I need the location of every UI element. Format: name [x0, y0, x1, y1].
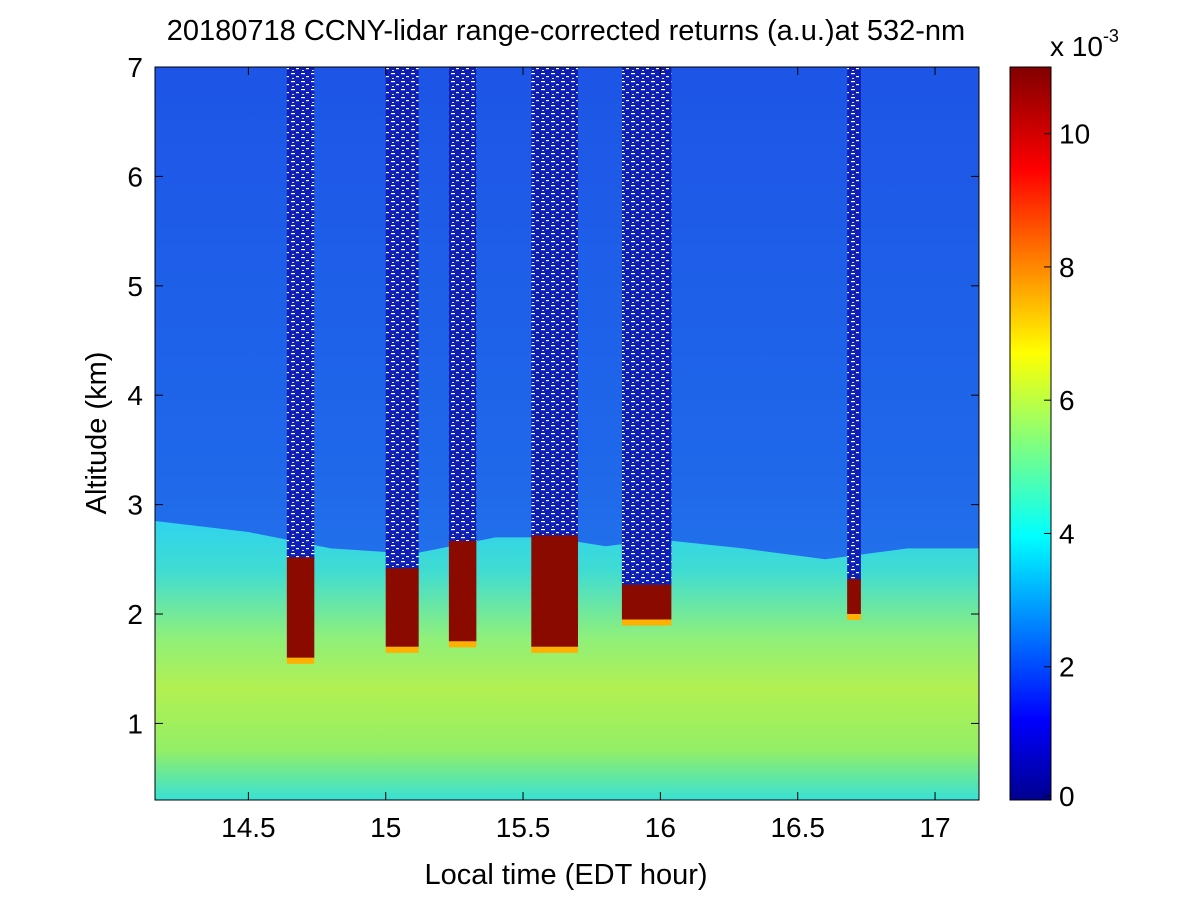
plot-frame — [154, 66, 980, 801]
cloud-layer — [286, 557, 315, 658]
x-tick-label: 14.5 — [221, 812, 276, 843]
y-tick-label: 7 — [127, 52, 143, 83]
cloud-base-edge — [385, 646, 419, 653]
x-axis-label: Local time (EDT hour) — [424, 859, 707, 891]
cloud-layer — [448, 540, 477, 642]
x-tick-label: 17 — [919, 812, 950, 843]
y-tick-label: 6 — [127, 161, 143, 192]
x-tick-label: 15.5 — [496, 812, 551, 843]
cloud-base-edge — [448, 641, 477, 648]
colorbar-multiplier-exponent: -3 — [1103, 26, 1119, 46]
cloud-attenuation-column — [286, 67, 315, 560]
cloud-columns — [286, 67, 861, 664]
y-tick-label: 2 — [127, 599, 143, 630]
cloud-base-edge — [531, 646, 578, 653]
colorbar-ticks: 0 2 4 6 8 10 — [1044, 119, 1090, 812]
colorbar-tick-label: 6 — [1059, 385, 1075, 416]
lidar-heatmap — [155, 67, 979, 800]
y-tick-label: 5 — [127, 271, 143, 302]
y-tick-label: 4 — [127, 380, 143, 411]
y-tick-label: 3 — [127, 490, 143, 521]
cloud-attenuation-column — [448, 67, 477, 543]
colorbar-tick-label: 4 — [1059, 518, 1075, 549]
cloud-attenuation-column — [385, 67, 419, 571]
colorbar-tick-label: 0 — [1059, 781, 1075, 812]
x-tick-label: 16 — [645, 812, 676, 843]
y-axis-label: Altitude (km) — [81, 352, 113, 515]
cloud-layer — [621, 584, 672, 620]
chart-title: 20180718 CCNY-lidar range-corrected retu… — [167, 15, 965, 47]
x-tick-label: 15 — [370, 812, 401, 843]
boundary-layer-region — [155, 521, 979, 800]
y-tick-label: 1 — [127, 708, 143, 739]
colorbar: 0 2 4 6 8 10 x 10-3 — [1009, 26, 1119, 812]
cloud-layer — [531, 535, 578, 647]
colorbar-multiplier: x 10-3 — [1050, 26, 1119, 62]
cloud-base-edge — [286, 657, 315, 664]
cloud-base-edge — [621, 619, 672, 626]
colorbar-tick-label: 10 — [1059, 119, 1090, 150]
colorbar-multiplier-base: x 10 — [1050, 31, 1103, 62]
y-axis-ticks: 1 2 3 4 5 6 7 — [127, 52, 979, 739]
colorbar-frame — [1009, 66, 1052, 801]
cloud-layer — [847, 579, 861, 615]
colorbar-gradient — [1010, 67, 1051, 800]
cloud-layer — [385, 568, 419, 647]
x-axis-ticks: 14.5 15 15.5 16 16.5 17 — [221, 67, 951, 843]
cloud-attenuation-column — [621, 67, 672, 587]
cloud-attenuation-column — [847, 67, 861, 582]
colorbar-tick-label: 2 — [1059, 652, 1075, 683]
cloud-base-edge — [847, 614, 861, 621]
cloud-attenuation-column — [531, 67, 578, 538]
colorbar-tick-label: 8 — [1059, 252, 1075, 283]
x-tick-label: 16.5 — [770, 812, 825, 843]
